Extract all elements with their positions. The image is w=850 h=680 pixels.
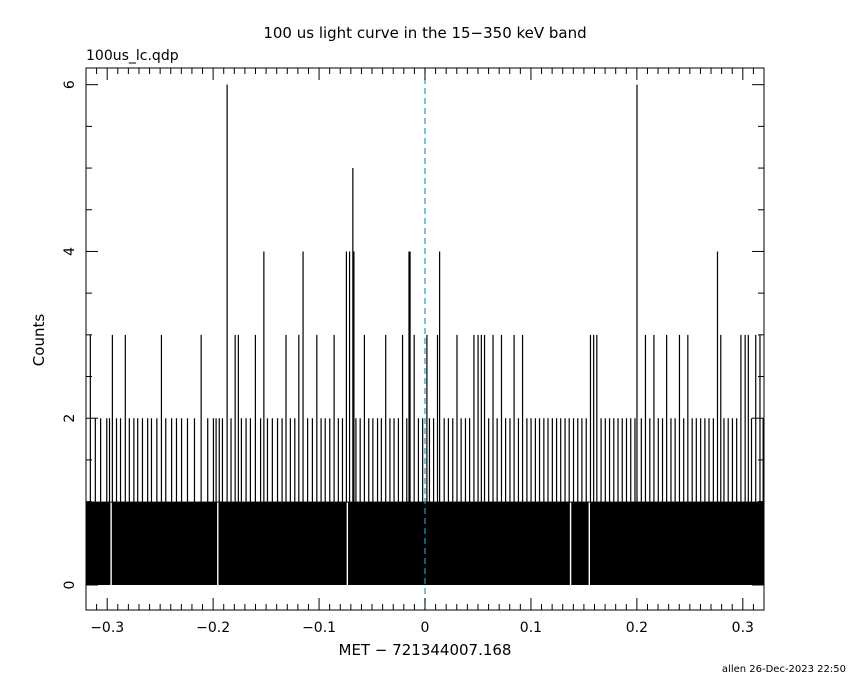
light-curve-bars: [86, 84, 764, 585]
y-axis-ticks: 0 2 4 6: [62, 80, 764, 589]
chart-title: 100 us light curve in the 15−350 keV ban…: [263, 24, 586, 42]
y-tick-label: 6: [62, 80, 78, 89]
y-tick-label: 0: [62, 581, 78, 590]
file-label: 100us_lc.qdp: [86, 48, 179, 64]
x-axis-label: MET − 721344007.168: [339, 641, 512, 659]
y-tick-label: 2: [62, 414, 78, 423]
footer-stamp: allen 26-Dec-2023 22:50: [722, 664, 846, 675]
x-tick-label: 0.3: [732, 620, 754, 636]
x-tick-label: 0.1: [520, 620, 542, 636]
y-tick-label: 4: [62, 247, 78, 256]
y-axis-label: Counts: [30, 314, 48, 367]
x-axis-ticks: −0.3 −0.2 −0.1 0 0.1 0.2 0.3: [85, 68, 765, 636]
x-tick-label: −0.1: [302, 620, 336, 636]
x-tick-label: 0.2: [626, 620, 648, 636]
zero-count-gaps: [110, 502, 591, 585]
x-tick-label: −0.2: [196, 620, 230, 636]
x-tick-label: −0.3: [90, 620, 124, 636]
x-tick-label: 0: [421, 620, 430, 636]
